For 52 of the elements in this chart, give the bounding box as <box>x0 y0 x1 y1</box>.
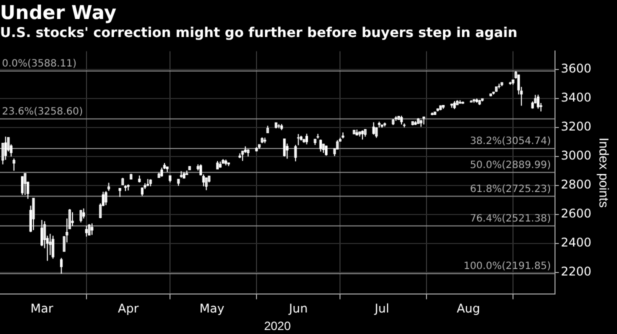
ref-line-label: 76.4%(2521.38) <box>470 213 551 224</box>
chart-subtitle: U.S. stocks' correction might go further before buyers step in again <box>0 24 518 42</box>
y-tick-label: 3600 <box>560 61 592 76</box>
candlestick <box>80 209 82 223</box>
candlestick <box>104 190 108 206</box>
candlestick <box>375 126 378 138</box>
x-tick-label: Jul <box>374 302 390 316</box>
candlestick <box>297 134 300 146</box>
candlestick <box>324 145 328 156</box>
ref-line-label: 38.2%(3054.74) <box>470 136 551 148</box>
y-tick-label: 3200 <box>560 119 592 134</box>
y-tick-label: 2600 <box>560 206 592 221</box>
candlestick <box>32 198 35 231</box>
candlestick <box>90 222 94 236</box>
x-tick-label: May <box>200 302 224 316</box>
ref-line-label: 50.0%(2889.99) <box>470 160 551 171</box>
candlestick <box>24 173 26 196</box>
candlestick <box>52 235 54 260</box>
candlestick <box>305 133 308 145</box>
candlestick <box>319 139 322 152</box>
y-tick-label: 2200 <box>560 264 592 279</box>
ref-line-label: 0.0%(3588.11) <box>2 58 77 70</box>
x-tick-label: Aug <box>456 302 480 316</box>
y-tick-label: 2800 <box>560 178 592 192</box>
chart-title: Under Way <box>0 2 118 24</box>
y-tick-label: 3400 <box>560 90 592 104</box>
candlestick <box>82 208 85 219</box>
ref-line-label: 100.0%(2191.85) <box>464 261 551 272</box>
x-tick-label: Jun <box>288 302 308 316</box>
candlestick <box>283 138 286 158</box>
candlestick <box>12 158 16 172</box>
candlestick <box>241 150 244 162</box>
y-tick-label: 3000 <box>560 148 592 163</box>
ref-line-label: 23.6%(3258.60) <box>2 106 84 118</box>
candlestick <box>71 212 74 227</box>
candlestick <box>40 219 44 247</box>
candlestick <box>60 257 63 274</box>
x-tick-label: Mar <box>30 302 54 316</box>
candlestick <box>536 94 540 110</box>
candlestick <box>205 177 208 191</box>
candlestick <box>88 224 91 236</box>
candlestick <box>4 136 7 160</box>
candlestick <box>21 176 24 196</box>
y-tick-label: 2400 <box>560 236 592 250</box>
candlestick <box>361 130 364 140</box>
y-axis-title: Index points <box>596 138 612 208</box>
candlestick <box>85 225 88 238</box>
x-axis-title: 2020 <box>264 319 292 334</box>
x-tick-label: Apr <box>118 302 139 316</box>
ref-line-label: 61.8%(2725.23) <box>470 184 551 195</box>
candlestick <box>294 144 297 162</box>
candlestick <box>372 122 375 136</box>
